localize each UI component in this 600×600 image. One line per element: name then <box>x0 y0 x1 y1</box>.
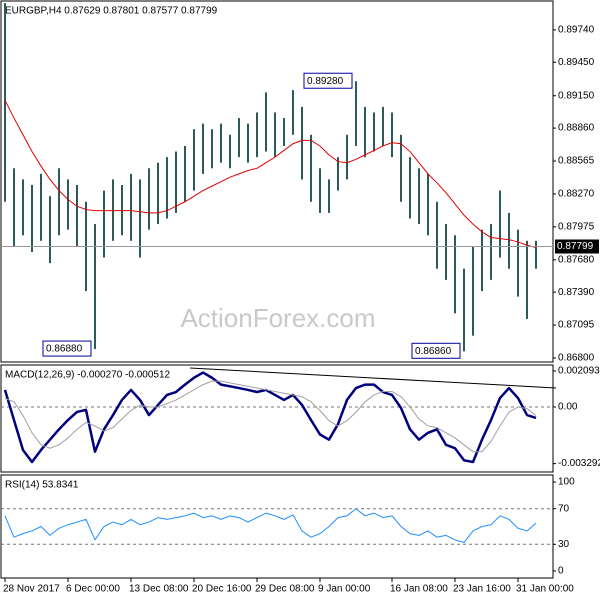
x-tick-label: 9 Jan 00:00 <box>318 584 371 595</box>
y-tick-label: 70 <box>558 503 570 514</box>
annotation-label: 0.89280 <box>307 76 344 87</box>
annotation-label: 0.86880 <box>46 344 83 355</box>
x-tick-label: 16 Jan 08:00 <box>390 584 448 595</box>
x-tick-label: 31 Jan 00:00 <box>516 584 574 595</box>
y-tick-label: 0.86800 <box>558 353 595 364</box>
y-tick-label: -0.003292 <box>558 458 600 469</box>
last-price-label: 0.87799 <box>557 241 594 252</box>
x-tick-label: 13 Dec 08:00 <box>129 584 189 595</box>
y-tick-label: 0.002093 <box>558 366 600 377</box>
y-tick-label: 0.88860 <box>558 123 595 134</box>
x-tick-label: 29 Dec 08:00 <box>255 584 315 595</box>
annotation-label: 0.86860 <box>415 346 452 357</box>
y-tick-label: 100 <box>558 477 575 488</box>
indicator-line <box>4 380 537 453</box>
panel-title: MACD(12,26,9) -0.000270 -0.000512 <box>5 370 171 381</box>
annotation-box <box>411 342 461 359</box>
y-tick-label: 0.87680 <box>558 254 595 265</box>
x-tick-label: 20 Dec 16:00 <box>192 584 252 595</box>
x-tick-label: 23 Jan 16:00 <box>453 584 511 595</box>
last-price-box <box>555 239 599 254</box>
y-tick-label: 0.87975 <box>558 222 595 233</box>
x-tick-label: 6 Dec 00:00 <box>66 584 120 595</box>
y-tick-label: 0.89150 <box>558 90 595 101</box>
y-tick-label: 30 <box>558 539 570 550</box>
moving-average <box>4 99 537 248</box>
y-tick-label: 0.88565 <box>558 156 595 167</box>
y-tick-label: 0.00 <box>558 402 578 413</box>
y-tick-label: 0 <box>558 566 564 577</box>
x-tick-label: 28 Nov 2017 <box>3 584 60 595</box>
annotation-box <box>303 72 353 89</box>
y-tick-label: 0.89450 <box>558 57 595 68</box>
trend-line <box>189 367 557 389</box>
panel-frame <box>0 364 554 473</box>
panel-frame <box>0 0 554 363</box>
watermark: ActionForex.com <box>180 303 375 333</box>
panel-title: EURGBP,H4 0.87629 0.87801 0.87577 0.8779… <box>5 6 218 17</box>
y-tick-label: 0.87390 <box>558 287 595 298</box>
indicator-line <box>4 508 537 544</box>
indicator-line <box>3 371 537 464</box>
y-tick-label: 0.89740 <box>558 25 595 36</box>
annotation-box <box>42 340 92 357</box>
panel-title: RSI(14) 53.8341 <box>5 480 79 491</box>
panel-frame <box>0 474 554 579</box>
y-tick-label: 0.88270 <box>558 189 595 200</box>
y-tick-label: 0.87095 <box>558 320 595 331</box>
